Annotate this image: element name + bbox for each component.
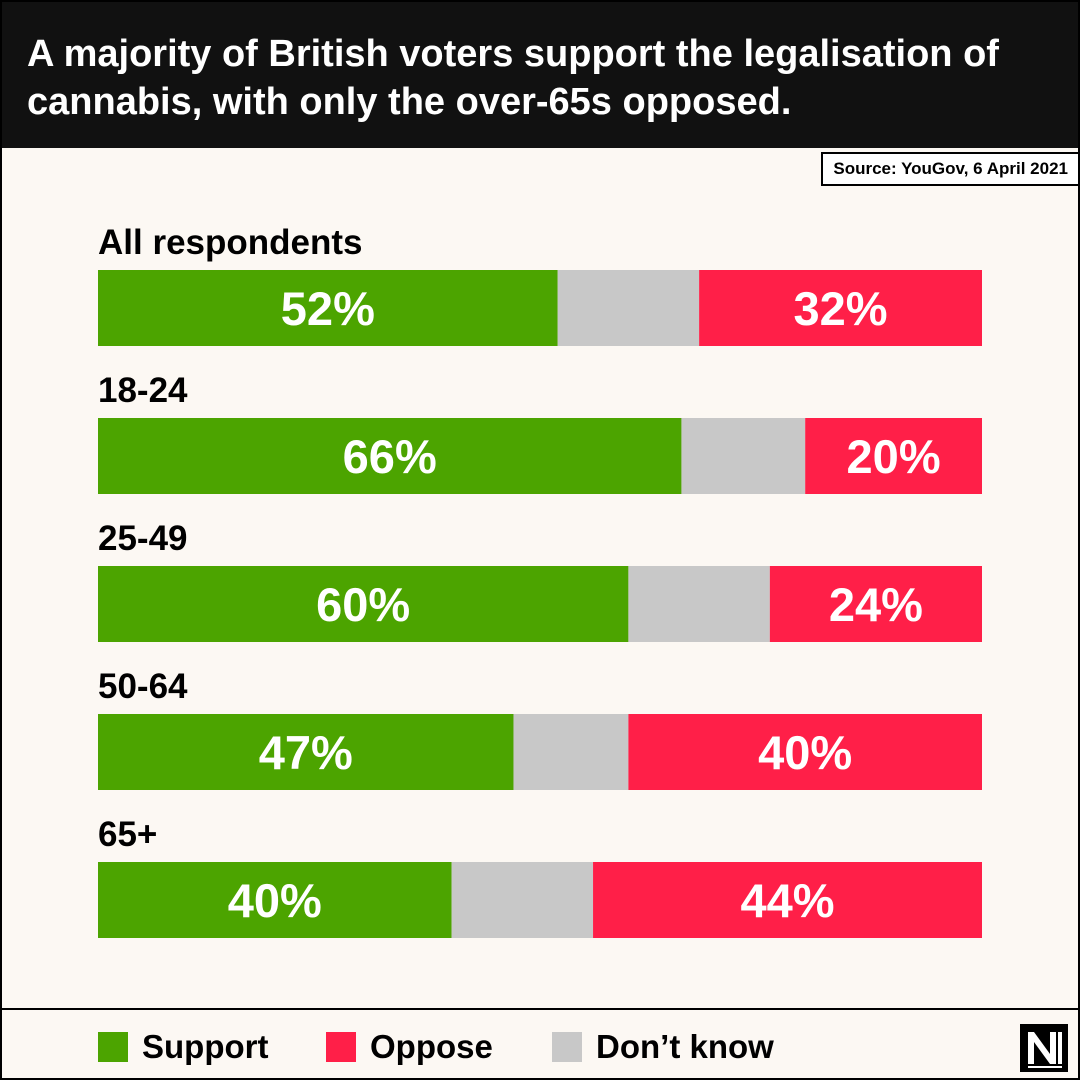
group-label-65: 65+ [98,815,157,854]
bar-oppose-18-24 [805,418,982,494]
data-label-oppose-50-64: 40% [758,726,852,779]
legend-swatch-support [98,1032,128,1062]
legend-item-dont-know: Don’t know [552,1028,774,1065]
bar-support-50-64 [98,714,514,790]
data-label-support-all-respondents: 52% [281,282,375,335]
bar-don-t-know-65 [451,862,594,938]
legend-label-oppose: Oppose [370,1028,493,1065]
data-label-support-25-49: 60% [316,578,410,631]
stacked-bar-chart: All respondents 52% 32% 18-24 66% 20% 25-49 60%… [98,223,982,938]
group-label-18-24: 18-24 [98,371,188,410]
legend-label-support: Support [142,1028,269,1065]
bar-don-t-know-18-24 [681,418,806,494]
group-label-all-respondents: All respondents [98,223,362,262]
bar-don-t-know-50-64 [513,714,629,790]
legend-label-dont-know: Don’t know [596,1028,774,1065]
bar-support-all-respondents [98,270,558,346]
source-label: Source: YouGov, 6 April 2021 [821,152,1078,186]
legend-item-oppose: Oppose [326,1028,493,1065]
data-label-oppose-25-49: 24% [829,578,923,631]
data-label-support-65: 40% [228,874,322,927]
group-label-25-49: 25-49 [98,519,188,558]
bar-oppose-50-64 [628,714,982,790]
data-label-oppose-all-respondents: 32% [794,282,888,335]
legend: Support Oppose Don’t know [2,1008,1078,1078]
legend-swatch-dont-know [552,1032,582,1062]
data-label-support-50-64: 47% [259,726,353,779]
header: A majority of British voters support the… [2,2,1078,148]
bar-don-t-know-all-respondents [557,270,700,346]
data-label-support-18-24: 66% [343,430,437,483]
bar-support-65 [98,862,452,938]
data-label-oppose-65: 44% [740,874,834,927]
bar-oppose-25-49 [769,566,982,642]
bar-don-t-know-25-49 [628,566,770,642]
bar-oppose-65 [593,862,982,938]
group-label-50-64: 50-64 [98,667,188,706]
bar-oppose-all-respondents [699,270,982,346]
bar-support-18-24 [98,418,682,494]
bar-support-25-49 [98,566,629,642]
legend-swatch-oppose [326,1032,356,1062]
legend-item-support: Support [98,1028,269,1065]
data-label-oppose-18-24: 20% [847,430,941,483]
nm-logo-icon [1020,1024,1068,1072]
chart-title: A majority of British voters support the… [27,33,999,123]
